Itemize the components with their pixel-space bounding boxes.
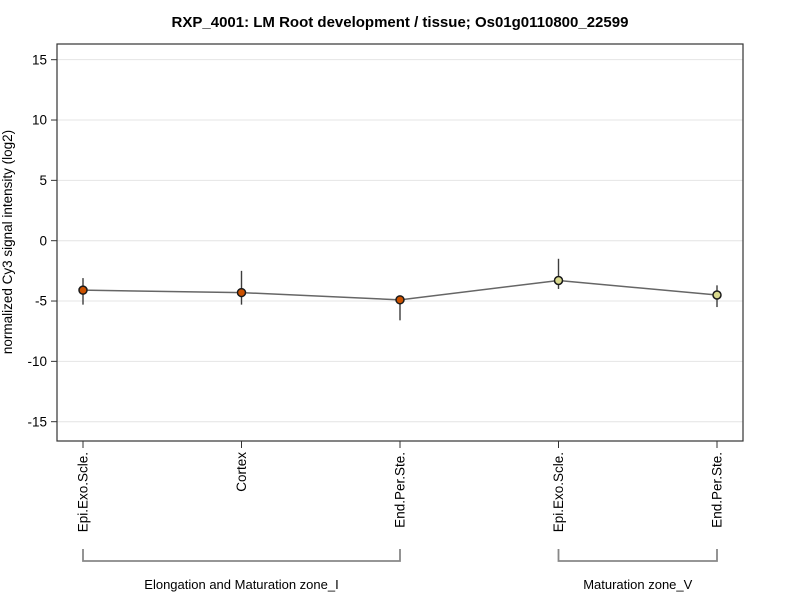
- x-tick-label: Epi.Exo.Scle.: [76, 452, 91, 532]
- y-tick-label: 10: [32, 113, 47, 128]
- data-point-marker: [712, 290, 722, 300]
- x-tick-label: Epi.Exo.Scle.: [551, 452, 566, 532]
- chart-title: RXP_4001: LM Root development / tissue; …: [172, 14, 629, 31]
- y-tick-label: 15: [32, 52, 47, 67]
- x-tick-label: End.Per.Ste.: [710, 452, 725, 528]
- x-tick-label: End.Per.Ste.: [393, 452, 408, 528]
- group-bracket: [557, 549, 718, 562]
- data-point-marker: [553, 275, 564, 286]
- y-axis-label: normalized Cy3 signal intensity (log2): [0, 130, 15, 354]
- group-label: Elongation and Maturation zone_I: [144, 577, 338, 592]
- plot-border: [56, 43, 744, 442]
- data-point-marker: [395, 295, 405, 305]
- chart-content: 15 10 5 0 -5 -10 -15 Epi.Exo.Scle. Cortex End.Per…: [27, 43, 744, 592]
- group-bracket: [82, 549, 401, 562]
- group-label: Maturation zone_V: [583, 577, 692, 592]
- y-tick-label: -5: [35, 294, 47, 309]
- y-tick-label: -15: [27, 414, 47, 429]
- y-tick-label: 5: [39, 173, 47, 188]
- data-point-marker: [78, 285, 88, 295]
- y-tick-label: 0: [39, 233, 47, 248]
- data-point-marker: [236, 287, 247, 298]
- y-tick-label: -10: [27, 354, 47, 369]
- x-tick-label: Cortex: [234, 452, 249, 492]
